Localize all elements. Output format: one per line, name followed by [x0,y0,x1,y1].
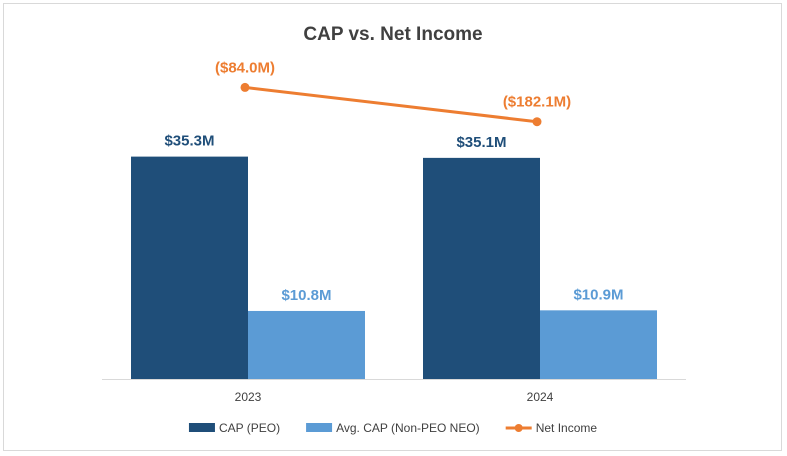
legend: CAP (PEO) Avg. CAP (Non-PEO NEO) Net Incom… [188,421,598,435]
x-axis-ticks: 2023 2024 [235,390,554,404]
data-label-cap-peo-2024: $35.1M [456,134,506,151]
legend-label-avg-cap-non-peo-neo: Avg. CAP (Non-PEO NEO) [336,421,480,435]
legend-swatch-cap-peo [188,423,215,432]
legend-marker-net-income [514,424,523,432]
legend-swatch-avg-cap-non-peo-neo [306,423,333,432]
data-label-avg-cap-non-peo-neo-2024: $10.9M [573,286,623,303]
data-label-cap-peo-2023: $35.3M [164,133,214,150]
legend-label-cap-peo: CAP (PEO) [219,421,280,435]
bar-avg-cap-non-peo-neo-2023 [248,310,365,379]
point-net-income-2024 [532,117,542,127]
bar-avg-cap-non-peo-neo-2024 [540,310,657,379]
x-tick-label-2023: 2023 [235,390,262,404]
chart-title: CAP vs. Net Income [303,24,482,45]
bar-cap-peo-2023 [131,156,248,379]
plot-area: $35.3M $10.8M $35.1M $10.9M ($84.0M) ($182.1M… [131,59,657,379]
data-label-avg-cap-non-peo-neo-2023: $10.8M [281,287,331,304]
bar-cap-peo-2024 [423,157,540,379]
line-net-income [244,85,538,124]
point-net-income-2023 [240,82,250,92]
data-label-net-income-2023: ($84.0M) [215,59,275,76]
data-label-net-income-2024: ($182.1M) [503,94,571,111]
x-tick-label-2024: 2024 [527,390,554,404]
legend-label-net-income: Net Income [536,421,598,435]
